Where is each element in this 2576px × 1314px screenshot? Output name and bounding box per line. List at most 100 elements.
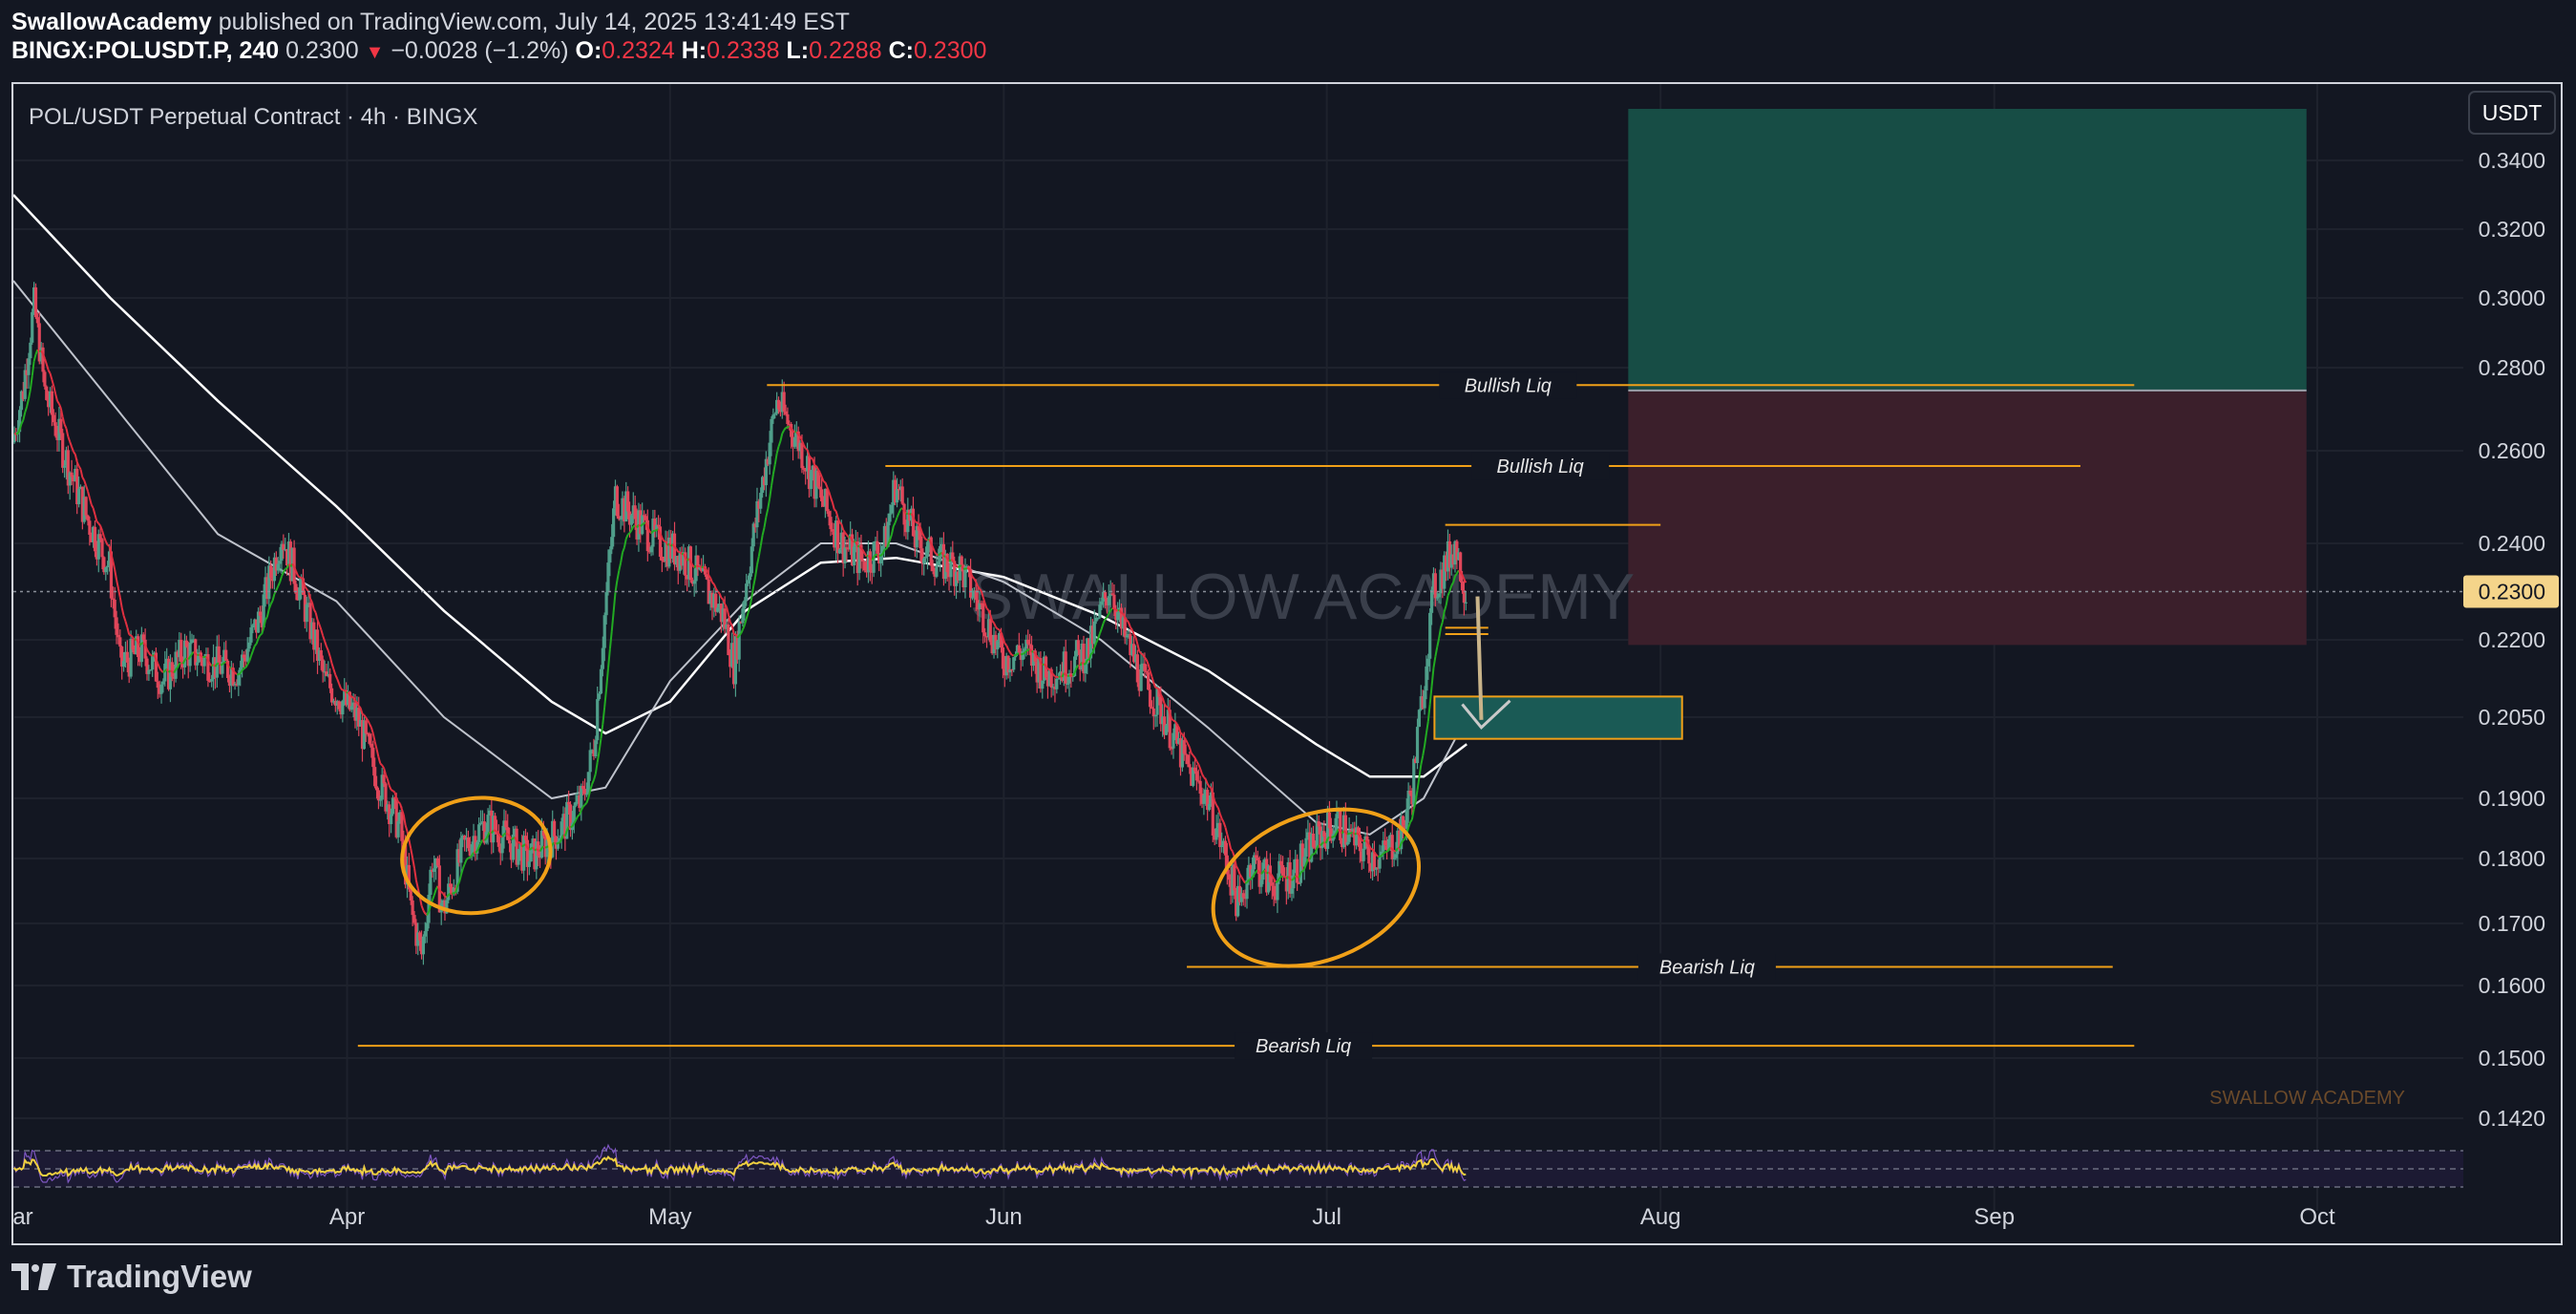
candle-body — [1220, 845, 1224, 848]
candle-body — [588, 750, 592, 773]
ema-fast-segment — [1321, 841, 1325, 844]
ema-fast-segment — [97, 522, 101, 527]
candle-body — [1380, 851, 1383, 857]
candle-body — [1297, 882, 1301, 884]
candle-body — [852, 546, 856, 566]
ema-fast-segment — [606, 648, 611, 668]
candle-body — [1015, 645, 1020, 655]
candle-body — [1408, 790, 1412, 795]
ema-fast-segment — [577, 814, 581, 817]
author-name[interactable]: SwallowAcademy — [11, 9, 212, 35]
ema-fast-segment — [177, 663, 180, 668]
candle-body — [113, 599, 116, 618]
candle-body — [225, 660, 230, 679]
candle-body — [897, 489, 901, 491]
candle-body — [954, 571, 959, 586]
ema-fast-segment — [63, 424, 68, 430]
ema-fast-segment — [1169, 712, 1173, 719]
candle-body — [647, 551, 651, 553]
ema-fast-segment — [620, 552, 624, 563]
ema-fast-segment — [799, 435, 803, 441]
ema-fast-segment — [158, 668, 162, 671]
ema-fast-segment — [485, 835, 489, 840]
ema-fast-segment — [654, 529, 658, 532]
ema-fast-segment — [264, 616, 268, 621]
time-tick-label: Sep — [1974, 1204, 2015, 1230]
ema-fast-segment — [979, 588, 982, 592]
liquidity-label: Bullish Liq — [1465, 375, 1552, 396]
ema-fast-segment — [442, 892, 446, 898]
candle-body — [935, 565, 939, 577]
ema-fast-segment — [173, 668, 177, 673]
candle-body — [264, 577, 267, 595]
ema-fast-segment — [1145, 659, 1150, 666]
rsi-panel — [13, 1143, 2463, 1188]
ema-fast-segment — [573, 819, 578, 824]
ema-fast-segment — [571, 822, 576, 827]
candle-body — [576, 795, 580, 802]
ema-fast-segment — [830, 497, 834, 503]
candle-body — [1460, 581, 1465, 591]
candle-body — [888, 513, 892, 522]
candle-body — [1457, 552, 1461, 561]
candle-body — [163, 663, 167, 682]
candle-body — [208, 680, 212, 683]
candle-body — [1443, 555, 1446, 589]
candle-body — [90, 534, 94, 542]
ema-fast-segment — [122, 615, 127, 622]
tradingview-logo[interactable]: TradingView — [11, 1259, 252, 1295]
candle-body — [721, 608, 725, 623]
ema-fast-segment — [1450, 582, 1455, 586]
candle-body — [719, 604, 723, 623]
candle-body — [525, 839, 530, 867]
ema-fast-segment — [1379, 855, 1383, 858]
ema-fast-segment — [922, 536, 927, 540]
ema-fast-segment — [363, 714, 368, 719]
candle-body — [725, 624, 728, 629]
ema-fast-segment — [1459, 571, 1464, 576]
candle-body — [610, 537, 614, 550]
ema-fast-segment — [112, 561, 116, 570]
candle-body — [23, 370, 27, 399]
candle-body — [184, 640, 188, 647]
candle-body — [1449, 554, 1453, 568]
candle-body — [941, 543, 946, 580]
ema-fast-segment — [552, 841, 556, 845]
candle-body — [1437, 593, 1441, 598]
candle-body — [1358, 835, 1362, 852]
ema-fast-segment — [887, 540, 891, 545]
ema-fast-segment — [371, 732, 376, 742]
candle-body — [120, 646, 124, 668]
candle-body — [1345, 841, 1349, 845]
candle-body — [1341, 839, 1344, 848]
ema-fast-segment — [92, 507, 96, 516]
candle-body — [1076, 640, 1080, 650]
candle-body — [728, 655, 732, 668]
candle-body — [624, 491, 628, 522]
candle-body — [998, 633, 1002, 642]
candle-body — [285, 549, 289, 566]
ema-fast-segment — [989, 614, 994, 622]
ema-fast-segment — [536, 848, 539, 852]
candle-body — [1433, 573, 1437, 599]
candle-body — [823, 488, 827, 507]
ema-fast-segment — [1344, 832, 1348, 836]
candle-body — [972, 590, 976, 598]
candle-body — [179, 640, 183, 662]
chart-area[interactable]: SWALLOW ACADEMY SWALLOW ACADEMY Bullish Li… — [11, 82, 2563, 1245]
ema-fast-segment — [1173, 720, 1178, 726]
candle-body — [757, 500, 761, 509]
ema-fast-segment — [324, 640, 327, 647]
candle-body — [156, 681, 159, 689]
candle-body — [1129, 634, 1132, 656]
candle-body — [349, 706, 353, 710]
candle-body — [866, 551, 871, 573]
candle-body — [1053, 687, 1057, 689]
candle-body — [750, 546, 753, 574]
candle-body — [464, 837, 469, 840]
candle-body — [518, 843, 522, 850]
currency-label: USDT — [2482, 100, 2543, 125]
candle-body — [343, 689, 347, 701]
ema-fast-segment — [741, 625, 746, 630]
